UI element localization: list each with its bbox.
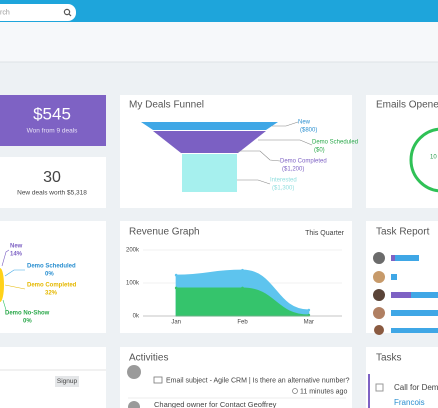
revenue-point bbox=[241, 268, 244, 272]
funnel-stage-name: Demo Scheduled bbox=[312, 140, 358, 146]
task-bar bbox=[391, 328, 438, 333]
avatar bbox=[127, 365, 141, 379]
activity-text: Changed owner for Contact Geoffrey bbox=[154, 400, 277, 408]
emails-title: Emails Opened bbox=[376, 100, 438, 111]
header-area bbox=[0, 22, 438, 62]
pie-connector bbox=[2, 299, 7, 311]
revenue-point bbox=[174, 273, 178, 277]
pie-slice bbox=[0, 265, 4, 305]
emails-card bbox=[366, 95, 438, 208]
funnel-title: My Deals Funnel bbox=[129, 100, 204, 111]
funnel-stage-name: Demo Completed bbox=[280, 159, 327, 165]
contacts-card bbox=[0, 347, 106, 408]
envelope-icon bbox=[153, 376, 163, 384]
avatar bbox=[373, 289, 385, 301]
tag[interactable] bbox=[55, 376, 79, 387]
emails-value: 10 bbox=[430, 155, 437, 161]
task-rows bbox=[373, 252, 438, 335]
top-bar bbox=[0, 0, 438, 22]
avatar bbox=[373, 252, 385, 264]
task-bar bbox=[391, 255, 395, 261]
avatar bbox=[374, 325, 384, 335]
task-name[interactable]: Call for Demo bbox=[394, 383, 438, 392]
funnel-segment bbox=[141, 122, 278, 130]
won-card bbox=[0, 95, 106, 146]
task-report-title: Task Report bbox=[376, 227, 430, 238]
search-icon-handle bbox=[68, 13, 72, 17]
pie-label: Demo No-Show bbox=[5, 311, 50, 317]
pie-pct: 14% bbox=[10, 252, 23, 258]
pie-connector bbox=[4, 284, 26, 290]
pie-label: New bbox=[10, 244, 23, 250]
funnel-connector bbox=[272, 121, 299, 127]
revenue-point bbox=[307, 313, 311, 317]
task-bar bbox=[391, 274, 397, 280]
funnel-connector bbox=[236, 150, 281, 162]
activities-title: Activities bbox=[129, 353, 168, 364]
task-bar bbox=[391, 310, 438, 316]
search-placeholder: rch bbox=[0, 9, 10, 16]
pie-pct: 0% bbox=[45, 272, 54, 278]
funnel-stage-amount: ($1,300) bbox=[272, 186, 294, 192]
funnel-stage-amount: ($800) bbox=[300, 128, 317, 134]
tasks-card bbox=[366, 347, 438, 408]
activity-text: Email subject - Agile CRM | Is there an … bbox=[166, 377, 350, 384]
activity-time: 11 minutes ago bbox=[300, 388, 347, 395]
pie-label: Demo Completed bbox=[27, 283, 77, 289]
pie-pct: 32% bbox=[45, 291, 58, 297]
new-deals-card bbox=[0, 157, 106, 208]
funnel-segment bbox=[153, 131, 266, 153]
funnel-connector bbox=[237, 179, 271, 185]
emails-ring bbox=[409, 127, 438, 193]
funnel-stage-name: Interested bbox=[270, 178, 297, 184]
avatar bbox=[373, 307, 385, 319]
funnel-stage-amount: ($0) bbox=[314, 148, 325, 154]
pie-card bbox=[0, 221, 106, 333]
task-bar bbox=[395, 255, 419, 261]
avatar bbox=[373, 271, 385, 283]
funnel-segment bbox=[182, 154, 237, 192]
new-deals-caption: New deals worth $5,318 bbox=[17, 190, 87, 197]
revenue-point bbox=[174, 286, 178, 290]
pie-label: Demo Scheduled bbox=[27, 264, 76, 270]
task-bar bbox=[391, 292, 411, 298]
y-tick-label: 100k bbox=[126, 281, 140, 287]
pie-pct: 0% bbox=[23, 319, 32, 325]
y-tick-label: 0k bbox=[133, 314, 140, 320]
new-deals-count: 30 bbox=[43, 169, 61, 186]
task-bar bbox=[411, 292, 438, 298]
checkbox[interactable] bbox=[375, 383, 384, 392]
x-tick-label: Mar bbox=[304, 320, 314, 326]
pie-connector bbox=[4, 269, 25, 277]
x-tick-label: Feb bbox=[237, 320, 248, 326]
revenue-point bbox=[307, 308, 311, 312]
revenue-title: Revenue Graph bbox=[129, 227, 200, 238]
funnel-stage-name: New bbox=[298, 120, 311, 126]
revenue-plot: 0k 100k 200k Jan Feb Mar bbox=[126, 248, 342, 326]
pie-connector bbox=[1, 249, 10, 267]
x-tick-label: Jan bbox=[171, 320, 181, 326]
clock-icon bbox=[292, 388, 298, 394]
search-box[interactable] bbox=[0, 4, 76, 21]
y-tick-label: 200k bbox=[126, 248, 140, 254]
revenue-period[interactable]: This Quarter bbox=[305, 230, 345, 237]
tasks-title: Tasks bbox=[376, 353, 402, 364]
funnel-stage-amount: ($1,200) bbox=[282, 167, 304, 173]
avatar bbox=[128, 401, 140, 408]
task-owner[interactable]: Francois bbox=[394, 398, 425, 407]
tag-label: Signup bbox=[57, 378, 78, 385]
won-caption: Won from 9 deals bbox=[27, 128, 79, 135]
funnel-connector bbox=[258, 139, 313, 146]
revenue-point bbox=[241, 286, 244, 290]
won-amount: $545 bbox=[33, 104, 71, 123]
search-icon[interactable] bbox=[63, 8, 71, 16]
